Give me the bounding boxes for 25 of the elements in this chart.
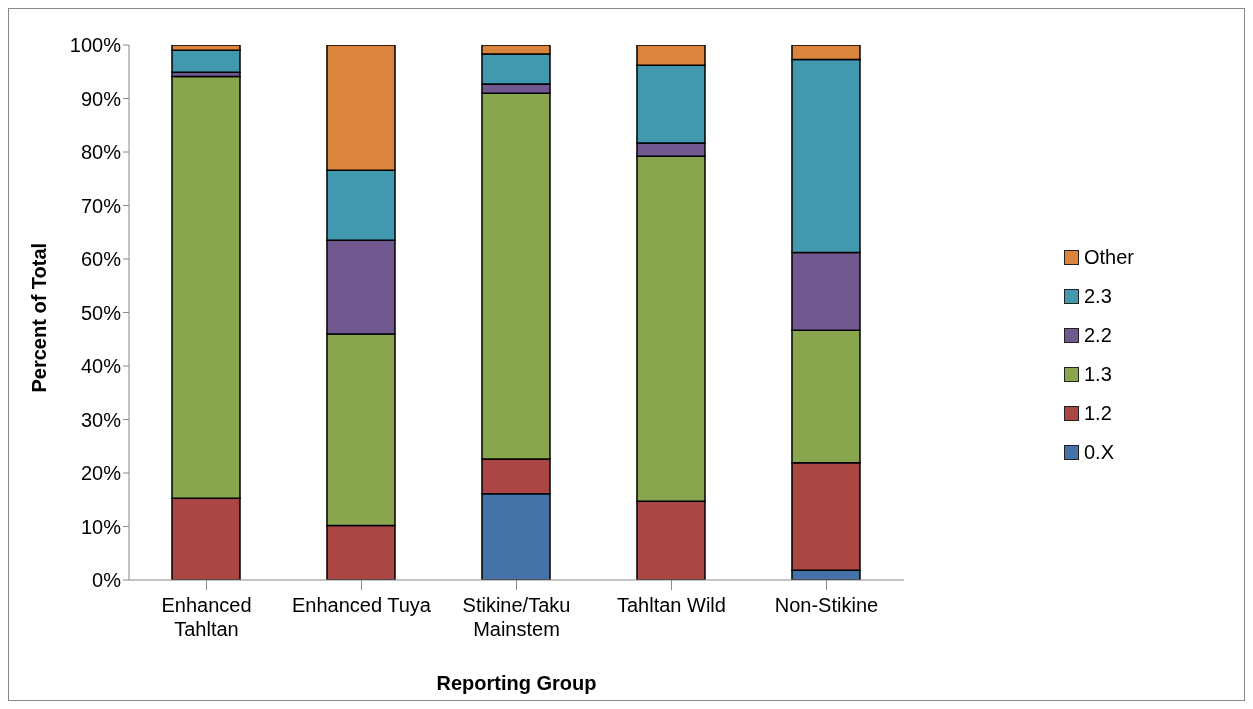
y-tick-label: 0% (92, 569, 122, 592)
legend-label: 0.X (1083, 440, 1114, 464)
legend-label: 1.3 (1083, 362, 1112, 386)
y-axis-title: Percent of Total (28, 242, 51, 393)
y-tick-label: 40% (80, 355, 122, 378)
legend-label: Other (1083, 245, 1134, 269)
x-tick-label: Tahltan Wild (617, 594, 726, 616)
x-tick-label: Stikine/Taku Mainstem (462, 594, 571, 640)
y-tick-label: 100% (69, 34, 122, 57)
y-tick-label: 60% (80, 248, 122, 271)
x-axis-title: Reporting Group (436, 672, 597, 694)
y-tick-label: 90% (80, 87, 122, 110)
x-tick-label: Non-Stikine (774, 594, 879, 616)
y-tick-label: 10% (80, 515, 122, 538)
bar (171, 49, 241, 74)
legend-label: 2.2 (1083, 323, 1112, 347)
legend-label: 1.2 (1083, 401, 1112, 425)
y-tick-label: 20% (80, 462, 122, 485)
y-tick-label: 30% (80, 408, 122, 431)
y-tick-label: 50% (80, 301, 122, 324)
x-tick-label: Enhanced Tahltan (161, 594, 252, 640)
y-tick-label: 70% (80, 194, 122, 217)
x-tick-label: Enhanced Tuya (291, 594, 432, 616)
legend-label: 2.3 (1083, 284, 1112, 308)
y-tick-label: 80% (80, 141, 122, 164)
